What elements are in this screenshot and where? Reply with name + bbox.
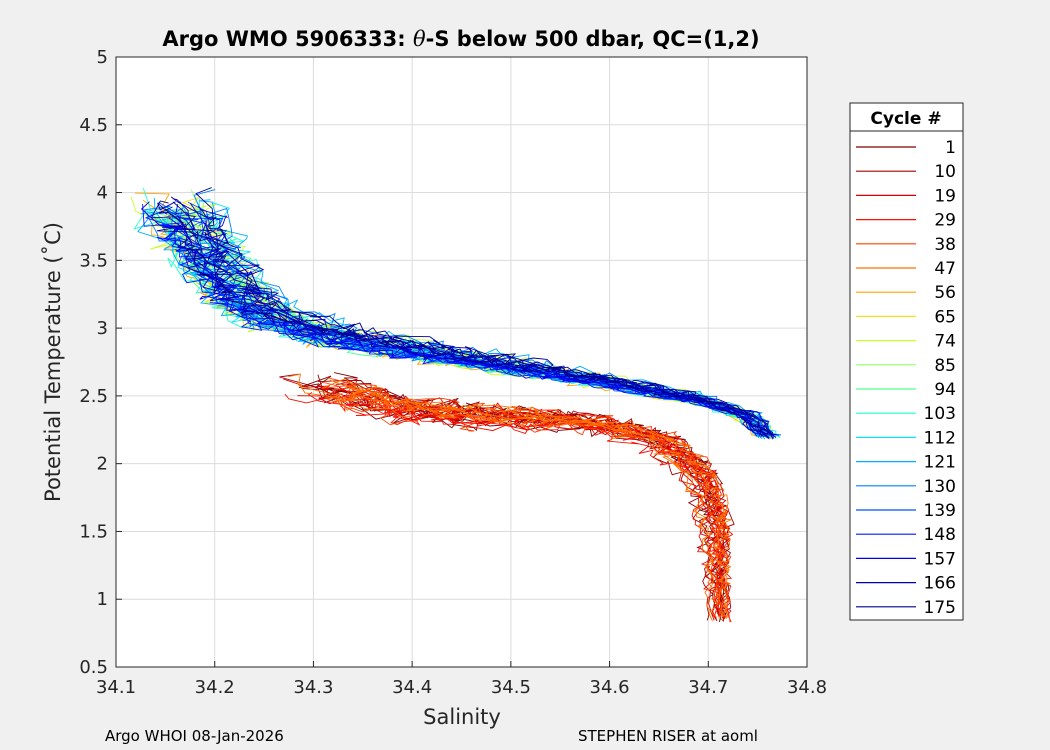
legend: Cycle # 1 10 19 29 38 47 56 65 74 85 94 103 112 121 13… [849, 102, 964, 621]
y-tick-label: 5 [97, 47, 108, 68]
profile-line [296, 382, 719, 622]
legend-label: 10 [934, 162, 956, 182]
profile-line [326, 377, 732, 623]
y-tick-label: 0.5 [79, 657, 108, 678]
legend-label: 112 [924, 428, 956, 448]
x-axis-label: Salinity [423, 705, 501, 729]
y-tick-label: 4 [97, 183, 108, 204]
footer-right: STEPHEN RISER at aoml [578, 727, 758, 745]
profile-line [288, 373, 718, 618]
y-tick-label: 3 [97, 318, 108, 339]
legend-label: 1 [945, 138, 956, 158]
x-tick-label: 34.1 [96, 677, 136, 698]
profile-line [329, 379, 733, 618]
y-tick-label: 3.5 [79, 250, 108, 271]
x-tick-label: 34.5 [491, 677, 531, 698]
profile-line [158, 206, 770, 439]
legend-label: 130 [924, 477, 956, 497]
profile-line [150, 200, 763, 437]
profile-line [195, 187, 773, 440]
x-tick-label: 34.7 [688, 677, 728, 698]
profile-line [170, 196, 774, 435]
legend-label: 85 [934, 356, 956, 376]
legend-label: 38 [934, 235, 956, 255]
legend-label: 103 [924, 404, 956, 424]
profile-line [199, 208, 777, 436]
profile-traces [130, 187, 781, 623]
legend-label: 56 [934, 283, 956, 303]
y-axis-label: Potential Temperature (˚C) [41, 222, 65, 502]
chart-title-theta: θ [413, 27, 426, 51]
legend-label: 175 [924, 598, 956, 618]
legend-label: 94 [934, 380, 956, 400]
y-tick-label: 1.5 [79, 521, 108, 542]
legend-label: 121 [924, 453, 956, 473]
chart-title-prefix: Argo WMO 5906333: [162, 27, 413, 51]
x-tick-label: 34.8 [787, 677, 827, 698]
y-tick-label: 1 [97, 589, 108, 610]
chart-title-suffix: -S below 500 dbar, QC=(1,2) [426, 27, 760, 51]
y-axis: 0.5 1 1.5 2 2.5 3 3.5 4 4.5 5 [79, 47, 122, 678]
footer-left: Argo WHOI 08-Jan-2026 [105, 727, 284, 745]
profile-line [193, 218, 781, 436]
legend-label: 148 [924, 525, 956, 545]
x-tick-label: 34.3 [293, 677, 333, 698]
plot-frame [115, 56, 808, 668]
x-tick-label: 34.4 [392, 677, 432, 698]
x-tick-label: 34.2 [195, 677, 235, 698]
legend-label: 47 [934, 259, 956, 279]
legend-title: Cycle # [870, 109, 941, 129]
chart-title: Argo WMO 5906333: θ-S below 500 dbar, QC… [162, 27, 759, 51]
legend-label: 19 [934, 186, 956, 206]
profile-line [199, 199, 773, 435]
y-tick-label: 4.5 [79, 115, 108, 136]
profile-line [142, 204, 766, 436]
legend-label: 74 [934, 332, 956, 352]
profile-line [324, 397, 728, 619]
legend-label: 65 [934, 307, 956, 327]
legend-label: 139 [924, 501, 956, 521]
x-axis: 34.1 34.2 34.3 34.4 34.5 34.6 34.7 34.8 [96, 661, 827, 698]
legend-label: 157 [924, 549, 956, 569]
legend-label: 29 [934, 211, 956, 231]
x-tick-label: 34.6 [590, 677, 630, 698]
legend-entries: 1 10 19 29 38 47 56 65 74 85 94 103 112 121 130 139 148 1… [856, 138, 956, 618]
y-tick-label: 2 [97, 454, 108, 475]
legend-label: 166 [924, 574, 956, 594]
y-tick-label: 2.5 [79, 386, 108, 407]
